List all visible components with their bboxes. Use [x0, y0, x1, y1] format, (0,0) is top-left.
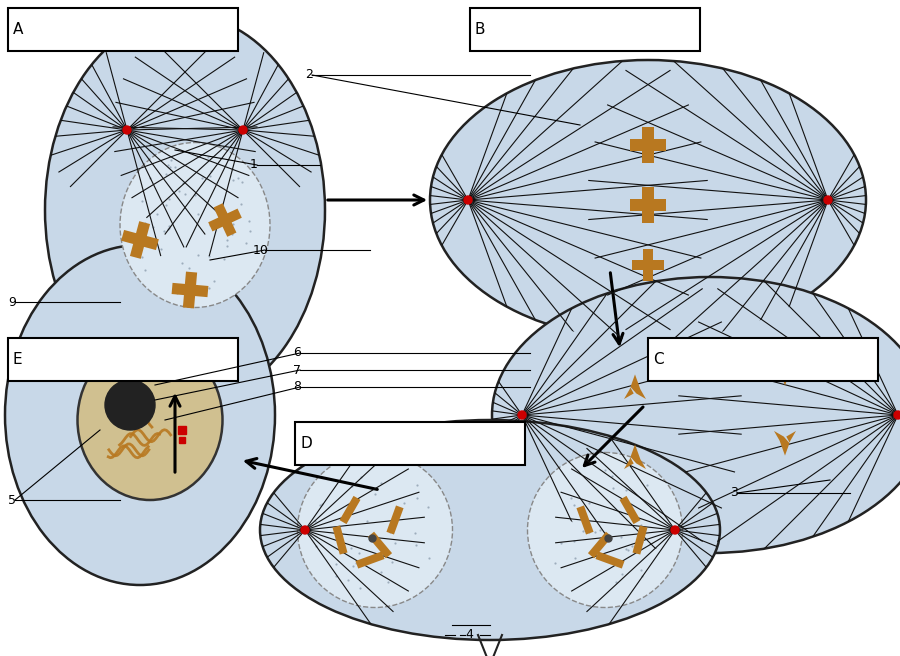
Polygon shape [368, 532, 392, 558]
Ellipse shape [77, 340, 222, 500]
Text: A: A [13, 22, 23, 37]
Polygon shape [630, 187, 666, 223]
Polygon shape [630, 127, 666, 163]
Text: 10: 10 [253, 243, 269, 256]
Text: 5: 5 [8, 493, 16, 506]
FancyBboxPatch shape [470, 8, 700, 51]
Text: 2: 2 [305, 68, 313, 81]
Text: 3: 3 [730, 487, 738, 499]
Circle shape [301, 526, 309, 534]
Polygon shape [339, 496, 361, 524]
Ellipse shape [492, 277, 900, 553]
Text: C: C [653, 352, 663, 367]
Ellipse shape [5, 245, 275, 585]
Polygon shape [774, 431, 796, 456]
Circle shape [239, 126, 247, 134]
Circle shape [123, 126, 131, 134]
Ellipse shape [120, 142, 270, 308]
FancyBboxPatch shape [8, 8, 238, 51]
Text: 9: 9 [8, 295, 16, 308]
Ellipse shape [527, 453, 682, 607]
Circle shape [824, 196, 832, 204]
Text: 1: 1 [250, 159, 258, 171]
Polygon shape [633, 525, 647, 554]
Circle shape [518, 411, 526, 419]
Polygon shape [122, 221, 158, 259]
Text: 8: 8 [293, 380, 301, 394]
Circle shape [105, 380, 155, 430]
Polygon shape [386, 506, 403, 535]
Circle shape [671, 526, 679, 534]
Polygon shape [588, 532, 612, 558]
Polygon shape [208, 203, 242, 237]
Text: 7: 7 [293, 363, 301, 377]
Ellipse shape [45, 15, 325, 405]
Polygon shape [332, 525, 347, 554]
Text: 6: 6 [293, 346, 301, 359]
Polygon shape [774, 361, 796, 386]
Circle shape [464, 196, 472, 204]
Polygon shape [624, 375, 646, 399]
FancyBboxPatch shape [648, 338, 878, 381]
Polygon shape [577, 506, 593, 535]
Text: B: B [475, 22, 485, 37]
FancyBboxPatch shape [8, 338, 238, 381]
Polygon shape [356, 552, 384, 569]
Circle shape [894, 411, 900, 419]
Polygon shape [619, 496, 641, 524]
Polygon shape [596, 552, 625, 569]
Ellipse shape [430, 60, 866, 340]
Text: E: E [13, 352, 22, 367]
Ellipse shape [298, 453, 453, 607]
Text: 4: 4 [465, 628, 472, 642]
Text: D: D [300, 436, 311, 451]
FancyBboxPatch shape [295, 422, 525, 465]
Ellipse shape [260, 420, 720, 640]
Polygon shape [172, 272, 209, 308]
Polygon shape [624, 444, 646, 469]
Polygon shape [632, 249, 664, 281]
